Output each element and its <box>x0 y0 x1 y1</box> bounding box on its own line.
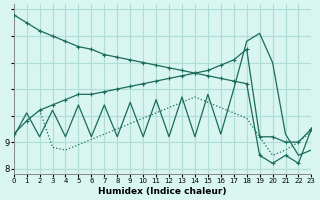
X-axis label: Humidex (Indice chaleur): Humidex (Indice chaleur) <box>98 187 227 196</box>
